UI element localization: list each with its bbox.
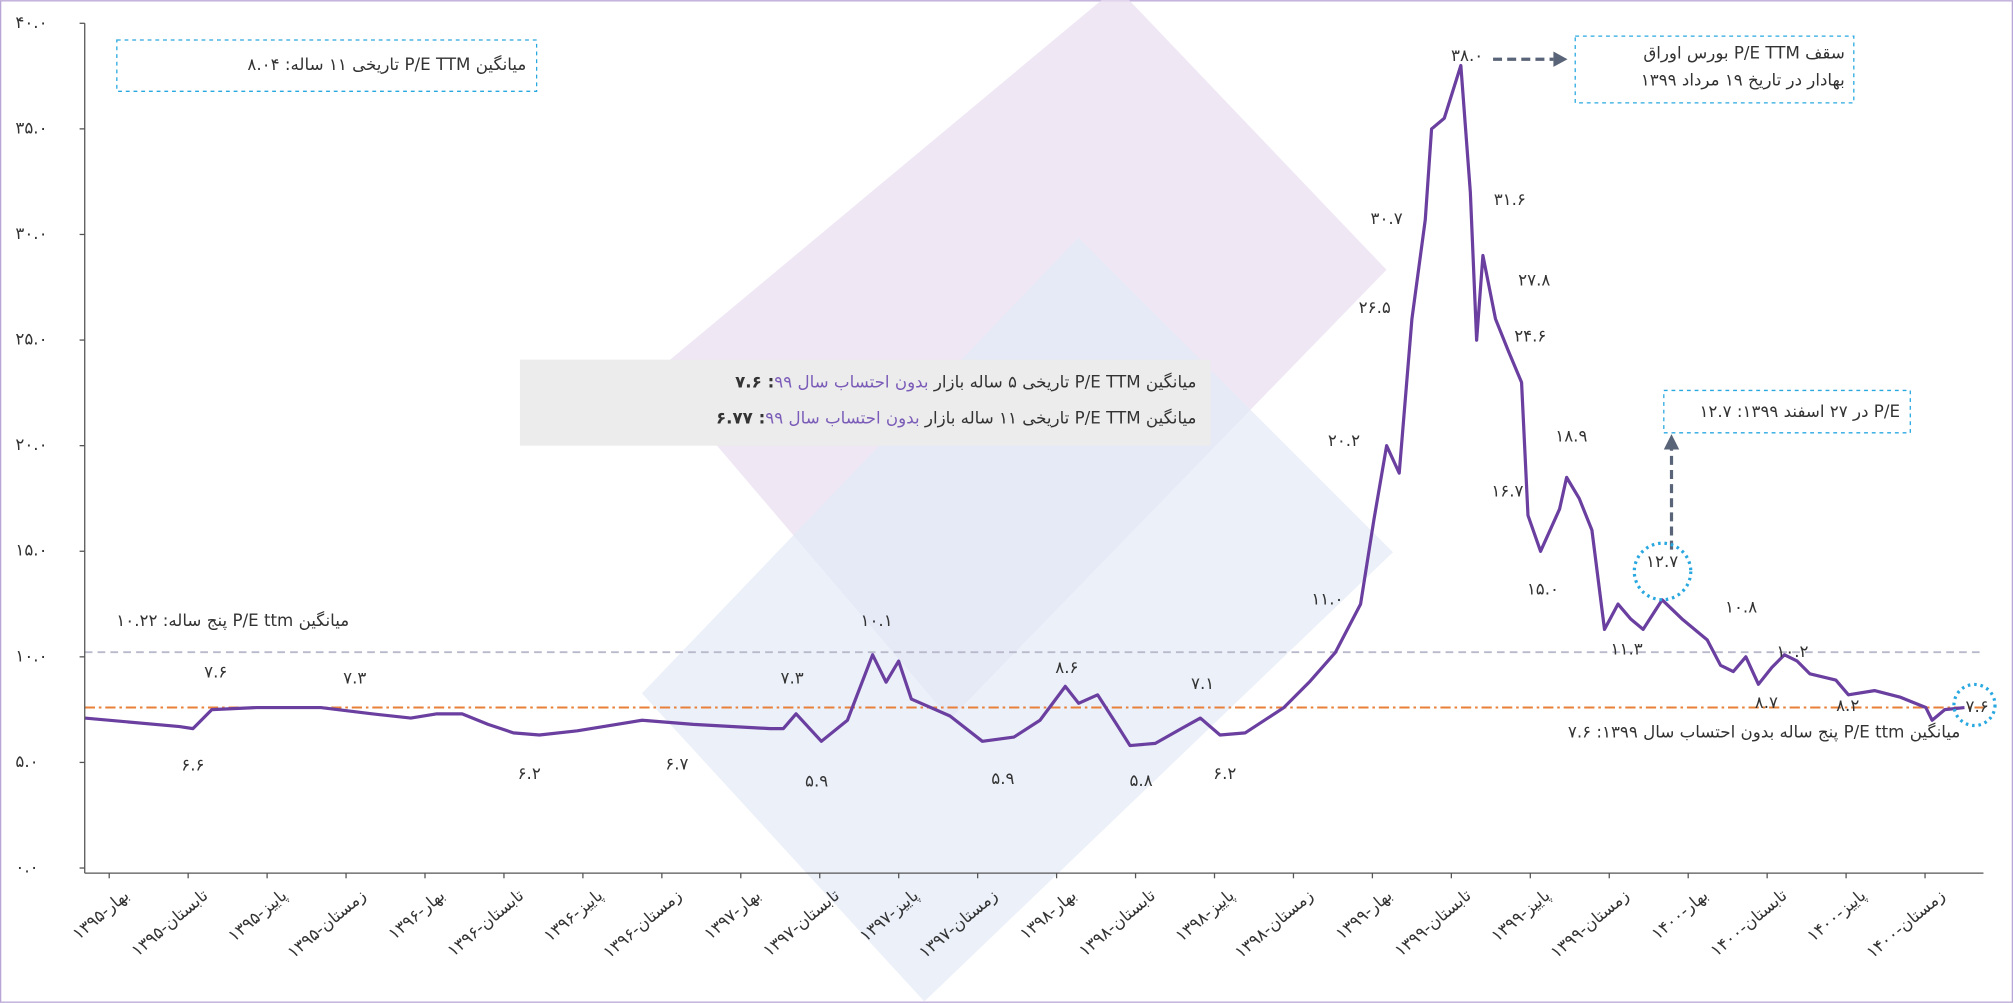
y-tick-label: ۲۵.۰	[15, 330, 47, 349]
peak-text: سقف P/E TTM بورس اوراق	[1643, 44, 1845, 64]
highlight-circle	[1952, 682, 1997, 728]
data-label: ۸.۷	[1755, 693, 1778, 712]
note-text: میانگین P/E TTM تاریخی ۱۱ ساله بازار	[920, 408, 1197, 428]
data-label: ۵.۹	[991, 769, 1014, 788]
data-label: ۷.۶	[204, 662, 227, 681]
reference-label: میانگین P/E ttm پنج ساله بدون احتساب سال…	[1568, 723, 1960, 743]
data-label: ۸.۶	[1055, 658, 1078, 677]
data-label: ۱۶.۷	[1491, 482, 1523, 501]
data-label: ۶.۷	[665, 755, 688, 774]
data-label: ۳۱.۶	[1494, 190, 1526, 209]
note-value: : ۶.۷۷	[716, 408, 765, 427]
data-label: ۱۱.۰	[1311, 589, 1343, 608]
data-label: ۱۰.۱	[861, 611, 893, 630]
data-label: ۷.۱	[1191, 674, 1214, 693]
note-highlight: بدون احتساب سال ۹۹	[765, 408, 919, 428]
peak-box	[1574, 35, 1855, 104]
data-label: ۳۰.۷	[1371, 209, 1403, 228]
y-tick-label: ۵.۰	[15, 752, 38, 771]
y-tick-label: ۱۵.۰	[15, 541, 47, 560]
data-label: ۵.۸	[1129, 771, 1152, 790]
y-tick-label: ۴۰.۰	[15, 13, 47, 32]
arrow-head	[1663, 434, 1680, 450]
data-label: ۱۸.۹	[1555, 426, 1587, 445]
data-label: ۱۰.۲	[1776, 642, 1808, 661]
note-box	[519, 359, 1211, 446]
note-value: : ۷.۶	[735, 372, 774, 391]
y-tick-label: ۱۰.۰	[15, 646, 47, 665]
data-label: ۷.۶	[1966, 697, 1989, 716]
average-box	[116, 39, 538, 92]
data-label: ۸.۲	[1836, 696, 1859, 715]
reference-label: میانگین P/E ttm پنج ساله: ۱۰.۲۲	[116, 611, 349, 631]
note-text: میانگین P/E TTM تاریخی ۵ ساله بازار	[929, 372, 1197, 392]
y-tick-label: ۳۵.۰	[15, 118, 47, 137]
data-label: ۶.۲	[518, 764, 541, 783]
data-label: ۱۵.۰	[1527, 579, 1559, 598]
data-line	[84, 63, 1965, 748]
data-label: ۳۸.۰	[1451, 46, 1483, 65]
data-label: ۶.۲	[1213, 764, 1236, 783]
average-text: میانگین P/E TTM تاریخی ۱۱ ساله: ۸.۰۴	[247, 55, 526, 75]
data-label: ۱۱.۳	[1611, 639, 1643, 658]
data-label: ۲۴.۶	[1514, 326, 1546, 345]
data-label: ۶.۶	[181, 755, 204, 774]
data-label: ۵.۹	[805, 771, 828, 790]
data-label: ۲۰.۲	[1328, 431, 1360, 450]
note-line: میانگین P/E TTM تاریخی ۵ ساله بازار بدون…	[735, 372, 1196, 392]
data-label: ۱۰.۸	[1725, 597, 1757, 616]
y-tick-label: ۲۰.۰	[15, 435, 47, 454]
note-highlight: بدون احتساب سال ۹۹	[774, 372, 928, 392]
data-label: ۷.۳	[343, 669, 366, 688]
data-label: ۲۶.۵	[1359, 298, 1391, 317]
last-pe-text: P/E در ۲۷ اسفند ۱۳۹۹: ۱۲.۷	[1699, 402, 1900, 422]
last-pe-box	[1663, 389, 1911, 434]
highlight-circle	[1632, 541, 1693, 602]
arrow-head	[1553, 51, 1568, 67]
data-label: ۷.۳	[781, 669, 804, 688]
note-line: میانگین P/E TTM تاریخی ۱۱ ساله بازار بدو…	[716, 408, 1197, 428]
data-label: ۲۷.۸	[1518, 270, 1550, 289]
y-tick-label: ۰.۰	[15, 858, 38, 877]
data-label: ۱۲.۷	[1646, 552, 1678, 571]
peak-text: بهادار در تاریخ ۱۹ مرداد ۱۳۹۹	[1641, 71, 1845, 91]
y-tick-label: ۳۰.۰	[15, 224, 47, 243]
